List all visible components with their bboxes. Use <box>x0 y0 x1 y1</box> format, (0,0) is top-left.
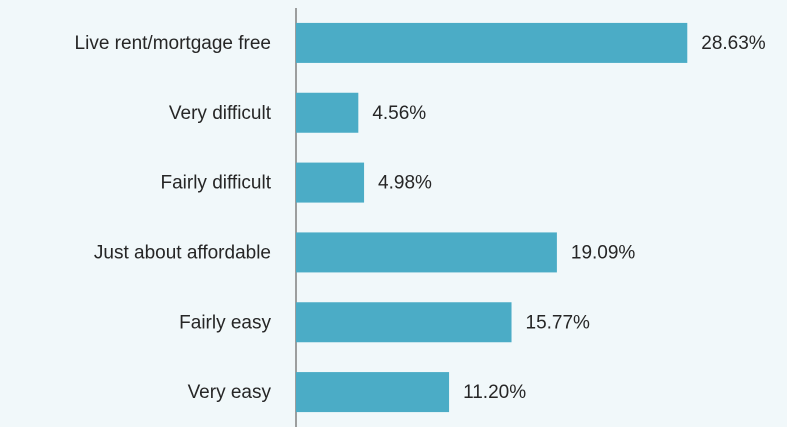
y-tick-label: Live rent/mortgage free <box>75 33 271 54</box>
value-label: 4.98% <box>378 173 432 194</box>
value-label: 4.56% <box>372 103 426 124</box>
y-tick-label: Fairly easy <box>179 312 271 333</box>
bar <box>296 162 365 203</box>
bar <box>296 92 359 133</box>
y-tick-label: Just about affordable <box>94 242 271 263</box>
bar <box>296 232 557 273</box>
value-label: 28.63% <box>701 33 766 54</box>
value-label: 11.20% <box>463 382 526 403</box>
value-label: 19.09% <box>571 242 636 263</box>
y-tick-label: Very difficult <box>169 103 272 124</box>
bar <box>296 22 688 63</box>
bar <box>296 302 512 343</box>
value-label: 15.77% <box>526 312 591 333</box>
bar <box>296 372 450 413</box>
y-tick-label: Fairly difficult <box>160 173 271 194</box>
y-tick-label: Very easy <box>188 382 272 403</box>
